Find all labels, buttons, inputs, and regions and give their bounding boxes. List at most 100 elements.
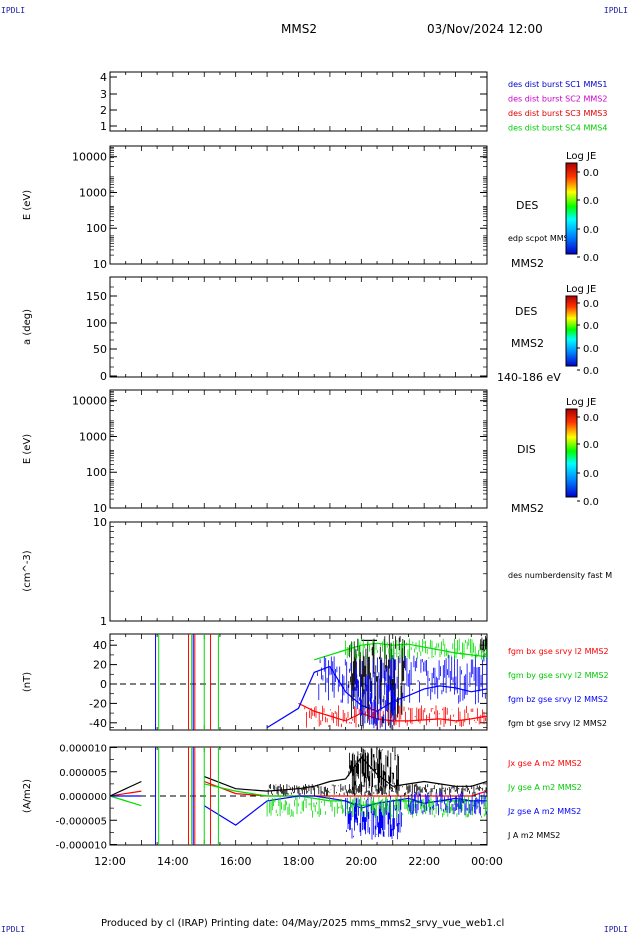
y-tick-label-p7: 0.000005: [59, 768, 107, 779]
panel-frame-p5: [109, 521, 488, 622]
p7-jz-noise: [408, 791, 487, 816]
y-tick-label-p1: 1: [100, 120, 107, 133]
colorbar-tick-label: 0.0: [583, 497, 599, 508]
legend-p6: fgm bz gse srvy l2 MMS2: [508, 695, 608, 704]
y-tick-label-p2: 10000: [72, 151, 107, 164]
colorbar-tick-label: 0.0: [583, 413, 599, 424]
colorbar-p3: [565, 295, 578, 367]
time-axis-label: 20:00: [345, 855, 377, 868]
y-axis-label: a (deg): [22, 309, 33, 345]
y-tick-label-p4: 100: [86, 466, 107, 479]
label-des: DES: [515, 305, 537, 318]
plot-datetime: 03/Nov/2024 12:00: [427, 22, 543, 36]
y-tick-label-p3: 100: [86, 317, 107, 330]
legend-p7: Jy gse A m2 MMS2: [507, 783, 582, 792]
colorbar-tick-label: 0.0: [583, 440, 599, 451]
legend-p1: des dist burst SC4 MMS4: [508, 124, 607, 133]
y-axis-label: E (eV): [22, 434, 33, 464]
legend-p1: des dist burst SC2 MMS2: [508, 95, 607, 104]
colorbar-p2: [565, 162, 578, 255]
y-tick-label-p5: 1: [100, 615, 107, 628]
p6-series-line: [266, 665, 488, 729]
colorbar-tick-label: 0.0: [583, 321, 599, 332]
panel-frame-p1: [109, 71, 488, 132]
plot-title: MMS2: [281, 22, 317, 36]
p7-series-line: [109, 783, 487, 807]
p6-by-fluct: [345, 638, 487, 660]
y-axis-label: (A/m2): [22, 779, 33, 813]
colorbar-tick-label: 0.0: [583, 366, 599, 377]
corner-mark-top-left: IPDLI: [1, 6, 26, 15]
corner-mark-top-right: IPDLI: [603, 6, 628, 15]
legend-p7: J A m2 MMS2: [507, 831, 560, 840]
y-tick-label-p3: 150: [86, 290, 107, 303]
y-tick-label-p4: 1000: [79, 430, 107, 443]
time-axis-label: 12:00: [94, 855, 126, 868]
time-axis-label: 16:00: [220, 855, 252, 868]
label-density: des numberdensity fast M: [508, 571, 612, 580]
label-dis: DIS: [517, 443, 536, 456]
y-tick-label-p3: 50: [93, 343, 107, 356]
legend-p1: des dist burst SC3 MMS3: [508, 109, 607, 118]
p6-bx-fluct: [304, 705, 486, 728]
time-axis-label: 18:00: [283, 855, 315, 868]
y-tick-label-p7: 0.000000: [59, 792, 107, 803]
colorbar-title: Log JE: [566, 397, 596, 408]
y-tick-label-p7: -0.000005: [56, 816, 107, 827]
corner-mark-bottom-left: IPDLI: [1, 925, 26, 934]
y-tick-label-p6: -20: [89, 697, 107, 710]
colorbar-title: Log JE: [566, 151, 596, 162]
corner-mark-bottom-right: IPDLI: [603, 925, 628, 934]
time-axis-label: 00:00: [471, 855, 503, 868]
label-energy-range: 140-186 eV: [497, 371, 561, 384]
y-tick-label-p6: 40: [93, 639, 107, 652]
colorbar-tick-label: 0.0: [583, 299, 599, 310]
legend-p1: des dist burst SC1 MMS1: [508, 80, 607, 89]
panel-frame-p4: [109, 389, 488, 509]
p7-j-burst: [348, 747, 399, 796]
colorbar-tick-label: 0.0: [583, 225, 599, 236]
label-mms2: MMS2: [511, 502, 544, 515]
y-tick-label-p2: 10: [93, 258, 107, 271]
legend-p6: fgm by gse srvy l2 MMS2: [508, 671, 609, 680]
colorbar-p4: [565, 408, 578, 498]
y-tick-label-p2: 100: [86, 222, 107, 235]
label-scpot: edp scpot MMS2: [508, 234, 574, 243]
p7-series-line: [109, 756, 488, 797]
p6-series-line: [314, 642, 488, 661]
label-des: DES: [516, 199, 538, 212]
legend-p7: Jz gse A m2 MMS2: [507, 807, 581, 816]
y-tick-label-p1: 4: [100, 71, 107, 84]
p6-bz-fluct: [317, 654, 488, 706]
y-tick-label-p6: 0: [100, 678, 107, 691]
panel-frame-p2: [109, 145, 488, 265]
time-axis-label: 22:00: [408, 855, 440, 868]
colorbar-tick-label: 0.0: [583, 253, 599, 264]
y-tick-label-p7: 0.000010: [59, 744, 107, 755]
p6-bz-noise: [354, 674, 396, 730]
colorbar-tick-label: 0.0: [583, 196, 599, 207]
y-tick-label-p4: 10000: [72, 395, 107, 408]
y-axis-label: (cm^-3): [22, 550, 33, 591]
y-tick-label-p1: 2: [100, 104, 107, 117]
colorbar-tick-label: 0.0: [583, 469, 599, 480]
colorbar-title: Log JE: [566, 284, 596, 295]
footer-text: Produced by cl (IRAP) Printing date: 04/…: [101, 918, 505, 929]
y-tick-label-p7: -0.000010: [56, 841, 107, 852]
y-axis-label: (nT): [22, 672, 33, 692]
p7-series-line: [110, 795, 487, 826]
panel-frame-p3: [109, 276, 488, 378]
legend-p6: fgm bx gse srvy l2 MMS2: [508, 647, 609, 656]
y-tick-label-p1: 3: [100, 88, 107, 101]
y-tick-label-p6: 20: [93, 659, 107, 672]
y-tick-label-p5: 10: [93, 516, 107, 529]
colorbar-tick-label: 0.0: [583, 344, 599, 355]
y-tick-label-p4: 10: [93, 502, 107, 515]
y-axis-label: E (eV): [22, 190, 33, 220]
label-mms2: MMS2: [511, 257, 544, 270]
time-axis-label: 14:00: [157, 855, 189, 868]
label-mms2: MMS2: [511, 337, 544, 350]
p6-bt-end: [480, 634, 488, 654]
colorbar-tick-label: 0.0: [583, 168, 599, 179]
